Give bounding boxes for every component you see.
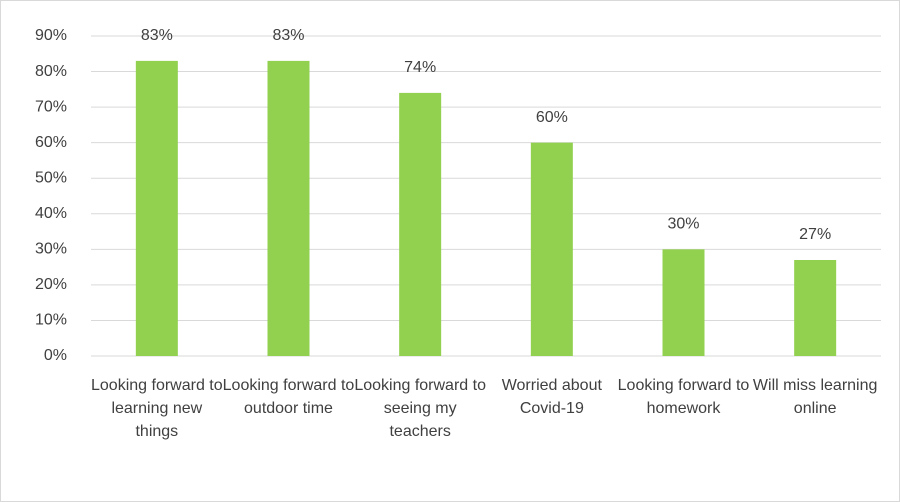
- y-tick-label: 10%: [35, 312, 67, 329]
- bar: [662, 249, 705, 356]
- x-tick-label: Looking forward to learning new things: [91, 377, 223, 440]
- value-label: 60%: [536, 109, 568, 126]
- bar: [267, 60, 310, 357]
- value-label: 30%: [667, 216, 699, 233]
- bar: [794, 260, 837, 356]
- x-tick-label: Looking forward to seeing my teachers: [354, 377, 486, 440]
- value-label: 74%: [404, 59, 436, 76]
- y-tick-label: 20%: [35, 276, 67, 293]
- y-tick-label: 40%: [35, 205, 67, 222]
- x-tick-label: Looking forward to outdoor time: [222, 377, 355, 417]
- value-label: 83%: [272, 27, 304, 44]
- value-label: 27%: [799, 226, 831, 243]
- x-tick-label: Will miss learning online: [752, 377, 878, 417]
- x-tick-label: Worried about Covid-19: [501, 377, 602, 417]
- y-tick-label: 80%: [35, 63, 67, 80]
- bar: [399, 92, 442, 356]
- x-tick-label: Looking forward to homework: [617, 377, 750, 417]
- y-tick-label: 60%: [35, 134, 67, 151]
- y-tick-label: 30%: [35, 241, 67, 258]
- bar: [530, 142, 573, 356]
- y-tick-label: 0%: [44, 347, 67, 364]
- bar: [135, 60, 178, 357]
- y-tick-label: 90%: [35, 27, 67, 44]
- value-label: 83%: [141, 27, 173, 44]
- y-tick-label: 50%: [35, 169, 67, 186]
- y-tick-label: 70%: [35, 98, 67, 115]
